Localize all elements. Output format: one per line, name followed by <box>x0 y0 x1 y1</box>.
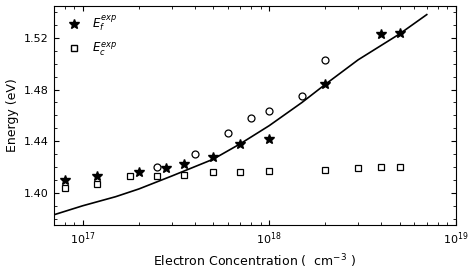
X-axis label: Electron Concentration (  cm$^{-3}$ ): Electron Concentration ( cm$^{-3}$ ) <box>153 253 356 270</box>
Legend: $E_f^{exp}$, $E_c^{exp}$: $E_f^{exp}$, $E_c^{exp}$ <box>60 12 119 60</box>
Y-axis label: Energy (eV): Energy (eV) <box>6 78 18 152</box>
